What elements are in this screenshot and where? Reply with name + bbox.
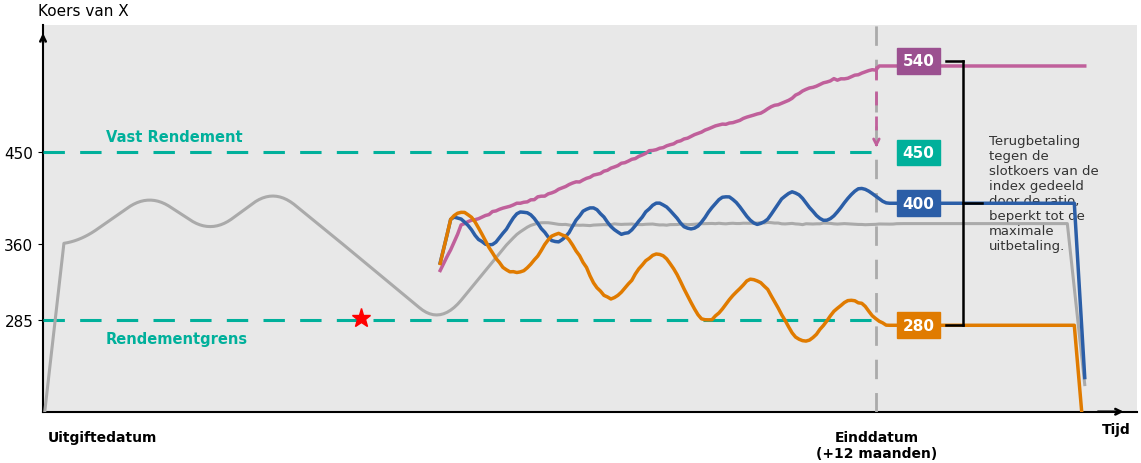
Text: 540: 540 bbox=[903, 54, 934, 69]
Text: Uitgiftedatum: Uitgiftedatum bbox=[48, 430, 157, 444]
Text: 280: 280 bbox=[903, 318, 934, 333]
Text: Vast Rendement: Vast Rendement bbox=[105, 130, 242, 145]
Text: 400: 400 bbox=[903, 196, 934, 211]
Text: Tijd: Tijd bbox=[1101, 422, 1131, 436]
Text: Einddatum
(+12 maanden): Einddatum (+12 maanden) bbox=[816, 430, 937, 460]
Text: 450: 450 bbox=[903, 145, 934, 161]
Text: Rendementgrens: Rendementgrens bbox=[105, 331, 248, 346]
Text: Terugbetaling
tegen de
slotkoers van de
index gedeeld
door de ratio,
beperkt tot: Terugbetaling tegen de slotkoers van de … bbox=[989, 135, 1099, 252]
Text: Koers van X: Koers van X bbox=[38, 4, 128, 19]
